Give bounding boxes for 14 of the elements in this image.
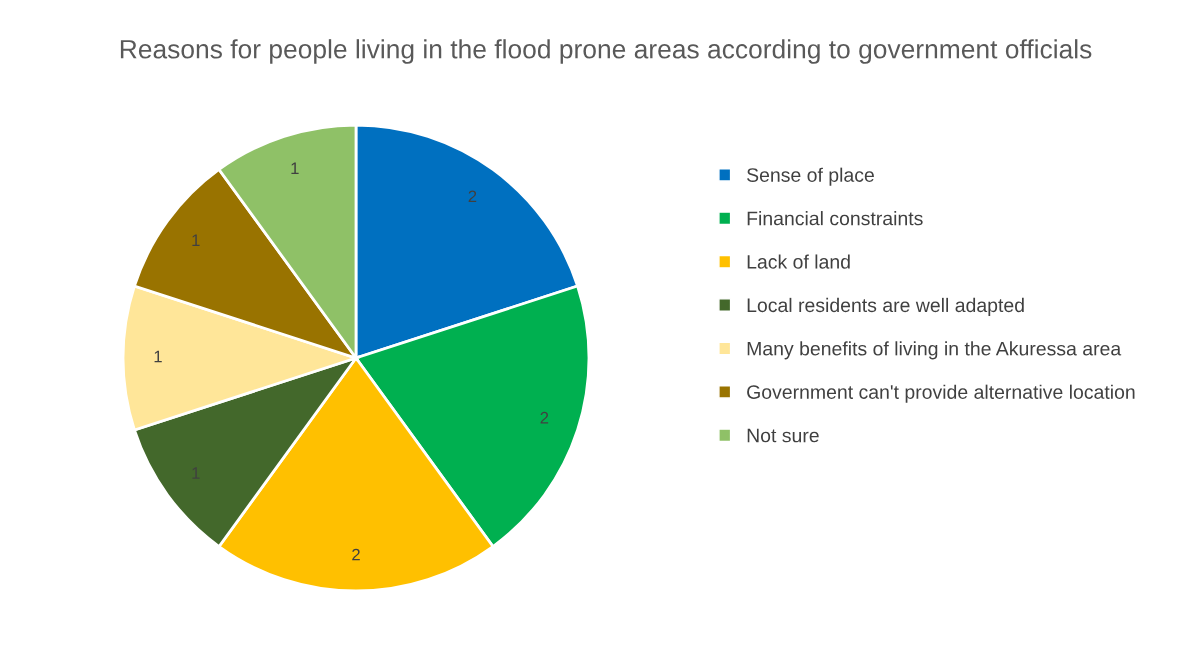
legend-label: Sense of place xyxy=(747,167,874,186)
data-label: 2 xyxy=(468,190,477,203)
data-label: 2 xyxy=(540,411,549,424)
data-label: 2 xyxy=(352,548,360,561)
legend-label: Government can't provide alternative location xyxy=(747,384,1135,403)
legend-label: Local residents are well adapted xyxy=(747,297,1024,316)
data-label: 1 xyxy=(154,350,162,363)
chart-title: Reasons for people living in the flood prone areas according to government officials xyxy=(120,39,1092,64)
legend-label: Lack of land xyxy=(747,254,850,269)
data-label: 1 xyxy=(291,162,299,174)
legend-label: Financial constraints xyxy=(747,211,923,226)
legend-label: Many benefits of living in the Akuressa area xyxy=(747,341,1122,360)
data-label: 1 xyxy=(192,234,200,246)
legend-label: Not sure xyxy=(747,428,819,443)
